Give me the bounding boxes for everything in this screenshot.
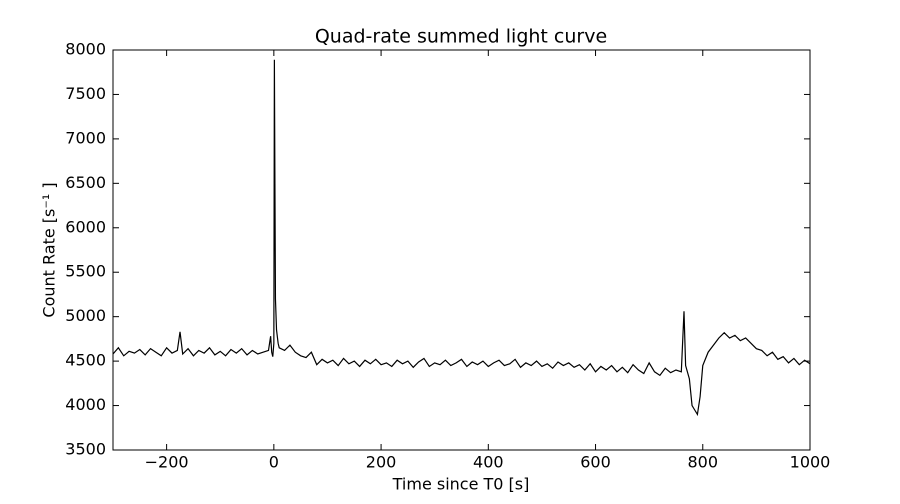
y-tick-label: 5500 — [65, 262, 106, 281]
y-tick-label: 5000 — [65, 306, 106, 325]
y-axis-label: Count Rate [s⁻¹ ] — [40, 182, 59, 317]
x-tick-label: 600 — [580, 453, 611, 472]
x-tick-label: 800 — [687, 453, 718, 472]
chart-title: Quad-rate summed light curve — [315, 26, 607, 48]
plot-frame — [112, 49, 811, 451]
x-tick-label: 200 — [366, 453, 397, 472]
x-tick-label: 1000 — [790, 453, 831, 472]
x-tick-label: −200 — [145, 453, 189, 472]
y-tick-label: 7500 — [65, 84, 106, 103]
light-curve — [112, 59, 811, 417]
x-axis-label: Time since T0 [s] — [392, 475, 530, 494]
y-tick-label: 4000 — [65, 395, 106, 414]
y-tick-label: 6500 — [65, 173, 106, 192]
y-tick-label: 4500 — [65, 351, 106, 370]
x-tick-label: 0 — [269, 453, 279, 472]
y-tick-label: 3500 — [65, 440, 106, 459]
y-tick-label: 8000 — [65, 40, 106, 59]
y-tick-label: 7000 — [65, 128, 106, 147]
y-tick-label: 6000 — [65, 217, 106, 236]
x-tick-label: 400 — [473, 453, 504, 472]
